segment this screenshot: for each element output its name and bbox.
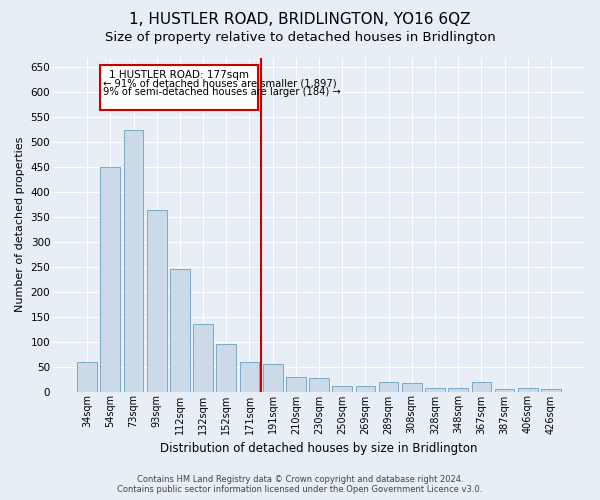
Bar	[239, 362, 259, 392]
X-axis label: Distribution of detached houses by size in Bridlington: Distribution of detached houses by size …	[160, 442, 478, 455]
FancyBboxPatch shape	[100, 65, 257, 110]
Text: 1, HUSTLER ROAD, BRIDLINGTON, YO16 6QZ: 1, HUSTLER ROAD, BRIDLINGTON, YO16 6QZ	[129, 12, 471, 28]
Bar	[495, 389, 514, 392]
Bar	[472, 382, 491, 392]
Text: 1 HUSTLER ROAD: 177sqm: 1 HUSTLER ROAD: 177sqm	[109, 70, 249, 80]
Text: Size of property relative to detached houses in Bridlington: Size of property relative to detached ho…	[104, 31, 496, 44]
Bar	[263, 364, 283, 392]
Bar	[217, 344, 236, 392]
Bar	[124, 130, 143, 392]
Text: Contains HM Land Registry data © Crown copyright and database right 2024.
Contai: Contains HM Land Registry data © Crown c…	[118, 474, 482, 494]
Bar	[448, 388, 468, 392]
Bar	[379, 382, 398, 392]
Bar	[332, 386, 352, 392]
Y-axis label: Number of detached properties: Number of detached properties	[15, 137, 25, 312]
Bar	[170, 270, 190, 392]
Bar	[541, 389, 561, 392]
Bar	[425, 388, 445, 392]
Bar	[309, 378, 329, 392]
Text: 9% of semi-detached houses are larger (184) →: 9% of semi-detached houses are larger (1…	[103, 88, 341, 98]
Bar	[518, 388, 538, 392]
Bar	[193, 324, 213, 392]
Bar	[147, 210, 167, 392]
Bar	[100, 167, 120, 392]
Text: ← 91% of detached houses are smaller (1,897): ← 91% of detached houses are smaller (1,…	[103, 79, 337, 89]
Bar	[356, 386, 375, 392]
Bar	[402, 382, 422, 392]
Bar	[286, 376, 306, 392]
Bar	[77, 362, 97, 392]
